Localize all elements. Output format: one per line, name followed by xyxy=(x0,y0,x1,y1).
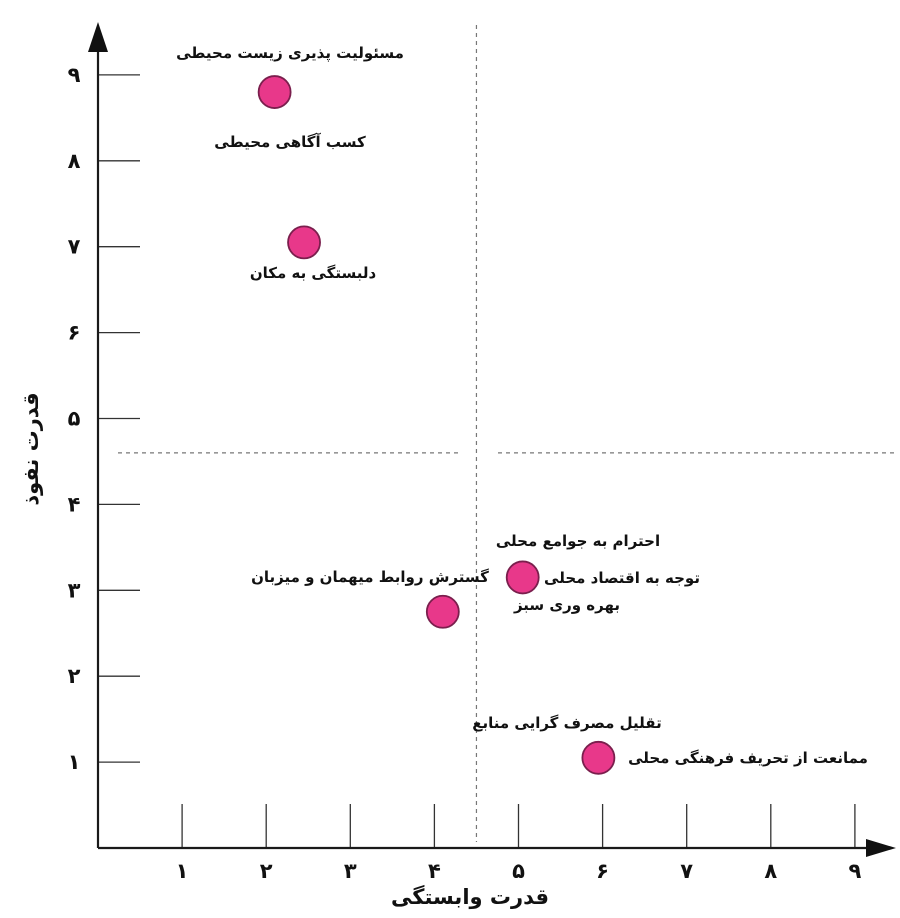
y-axis-ticks: ۱ ۲ ۳ ۴ ۵ ۶ ۷ ۸ ۹ xyxy=(68,63,140,774)
x-tick-label: ۴ xyxy=(428,859,441,883)
y-axis-arrow xyxy=(88,22,108,52)
y-tick-label: ۴ xyxy=(68,492,81,516)
y-tick-label: ۵ xyxy=(68,407,81,431)
x-tick-label: ۶ xyxy=(596,859,609,883)
y-tick-label: ۹ xyxy=(68,63,81,87)
point-label: دلبستگی به مکان xyxy=(250,264,377,282)
point-label: توجه به اقتصاد محلی xyxy=(544,569,700,587)
point-label: ممانعت از تحریف فرهنگی محلی xyxy=(628,749,868,767)
data-points xyxy=(257,75,616,775)
x-tick-label: ۹ xyxy=(848,859,861,883)
x-tick-label: ۱ xyxy=(176,859,189,883)
point-label: بهره وری سبز xyxy=(513,596,620,614)
x-axis-title: قدرت وابستگی xyxy=(391,884,549,909)
y-tick-label: ۱ xyxy=(68,750,81,774)
data-point xyxy=(505,560,540,595)
y-tick-label: ۶ xyxy=(68,321,81,345)
point-label: تقلیل مصرف گرایی منابع xyxy=(472,714,661,732)
x-axis-arrow xyxy=(866,839,896,857)
y-tick-label: ۸ xyxy=(68,149,81,173)
data-point xyxy=(425,594,460,629)
quadrant-dividers xyxy=(118,25,896,842)
y-axis-title: قدرت نفوذ xyxy=(19,392,43,505)
data-point xyxy=(257,75,292,109)
x-tick-label: ۸ xyxy=(764,859,777,883)
point-label: کسب آگاهی محیطی xyxy=(214,133,366,151)
y-tick-label: ۷ xyxy=(68,235,81,259)
point-label: احترام به جوامع محلی xyxy=(496,532,660,550)
point-annotations: مسئولیت پذیری زیست محیطی کسب آگاهی محیطی د… xyxy=(176,44,868,767)
y-tick-label: ۳ xyxy=(68,578,81,602)
axes xyxy=(88,22,896,857)
x-tick-label: ۷ xyxy=(680,859,693,883)
data-point xyxy=(287,225,321,260)
x-tick-label: ۵ xyxy=(512,859,525,883)
point-label: مسئولیت پذیری زیست محیطی xyxy=(176,44,404,63)
point-label: گسترش روابط میهمان و میزبان xyxy=(251,568,489,586)
y-tick-label: ۲ xyxy=(68,664,81,688)
data-point xyxy=(581,740,616,775)
x-tick-label: ۲ xyxy=(260,859,273,883)
x-axis-ticks: ۱ ۲ ۳ ۴ ۵ ۶ ۷ ۸ ۹ xyxy=(176,804,861,883)
x-tick-label: ۳ xyxy=(344,859,357,883)
